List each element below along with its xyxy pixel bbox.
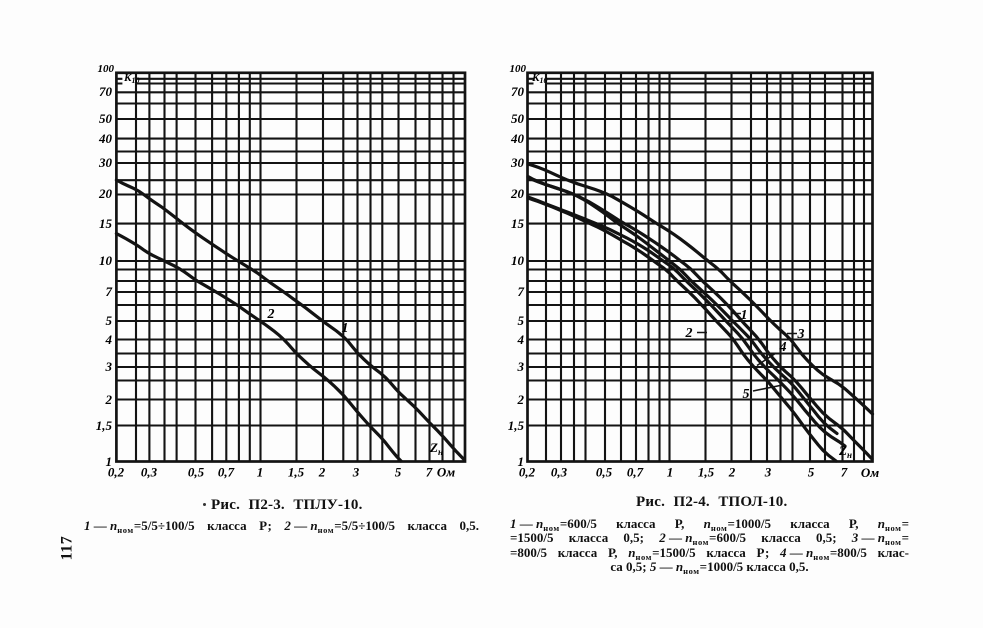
svg-text:70: 70: [511, 84, 525, 99]
svg-text:5: 5: [743, 387, 750, 402]
svg-text:2: 2: [267, 307, 275, 322]
svg-text:0,5: 0,5: [596, 465, 613, 480]
svg-text:1,5: 1,5: [96, 418, 113, 433]
svg-text:0,3: 0,3: [551, 465, 568, 480]
svg-text:4: 4: [105, 332, 113, 347]
svg-text:40: 40: [510, 131, 525, 146]
svg-text:0,5: 0,5: [188, 465, 205, 480]
svg-text:50: 50: [99, 111, 113, 126]
svg-text:2: 2: [105, 392, 113, 407]
svg-text:30: 30: [98, 155, 113, 170]
svg-text:1: 1: [342, 321, 349, 336]
svg-text:20: 20: [510, 186, 525, 201]
svg-text:15: 15: [99, 216, 113, 231]
svg-text:70: 70: [99, 84, 113, 99]
svg-text:0,3: 0,3: [141, 465, 158, 480]
svg-text:Ом: Ом: [861, 465, 879, 480]
svg-text:1: 1: [106, 454, 113, 469]
svg-text:7: 7: [518, 284, 525, 299]
svg-text:30: 30: [510, 155, 525, 170]
svg-text:7: 7: [106, 284, 113, 299]
svg-text:1: 1: [257, 465, 264, 480]
svg-text:7: 7: [426, 465, 433, 480]
svg-text:3: 3: [764, 465, 772, 480]
svg-text:7: 7: [841, 465, 848, 480]
svg-text:0,2: 0,2: [519, 465, 536, 480]
svg-text:1,5: 1,5: [508, 418, 525, 433]
svg-text:5: 5: [518, 313, 525, 328]
svg-text:3: 3: [105, 359, 113, 374]
svg-text:5: 5: [808, 465, 815, 480]
svg-text:Zн: Zн: [838, 443, 852, 460]
svg-text:4: 4: [517, 332, 525, 347]
svg-text:1: 1: [518, 454, 525, 469]
svg-text:10: 10: [99, 253, 113, 268]
svg-text:0,2: 0,2: [108, 465, 125, 480]
svg-text:0,7: 0,7: [627, 465, 644, 480]
svg-text:Zн: Zн: [429, 440, 443, 457]
svg-text:2: 2: [728, 465, 736, 480]
svg-text:К10: К10: [531, 72, 547, 85]
svg-text:10: 10: [511, 253, 525, 268]
svg-text:1: 1: [741, 308, 748, 323]
svg-text:5: 5: [106, 313, 113, 328]
svg-text:2: 2: [517, 392, 525, 407]
svg-text:50: 50: [511, 111, 525, 126]
svg-text:4: 4: [779, 340, 787, 355]
svg-text:40: 40: [98, 131, 113, 146]
svg-text:0,7: 0,7: [218, 465, 235, 480]
svg-text:2: 2: [685, 326, 693, 341]
svg-text:1,5: 1,5: [288, 465, 305, 480]
svg-text:15: 15: [511, 216, 525, 231]
svg-text:100: 100: [510, 63, 527, 75]
svg-text:5: 5: [395, 465, 402, 480]
svg-text:3: 3: [797, 327, 805, 342]
svg-text:К10: К10: [123, 72, 139, 85]
svg-text:2: 2: [318, 465, 326, 480]
svg-text:3: 3: [352, 465, 360, 480]
svg-text:1: 1: [667, 465, 674, 480]
svg-text:1,5: 1,5: [698, 465, 715, 480]
svg-text:Ом: Ом: [437, 465, 455, 480]
svg-text:100: 100: [98, 63, 115, 75]
svg-text:3: 3: [517, 359, 525, 374]
svg-text:20: 20: [98, 186, 113, 201]
